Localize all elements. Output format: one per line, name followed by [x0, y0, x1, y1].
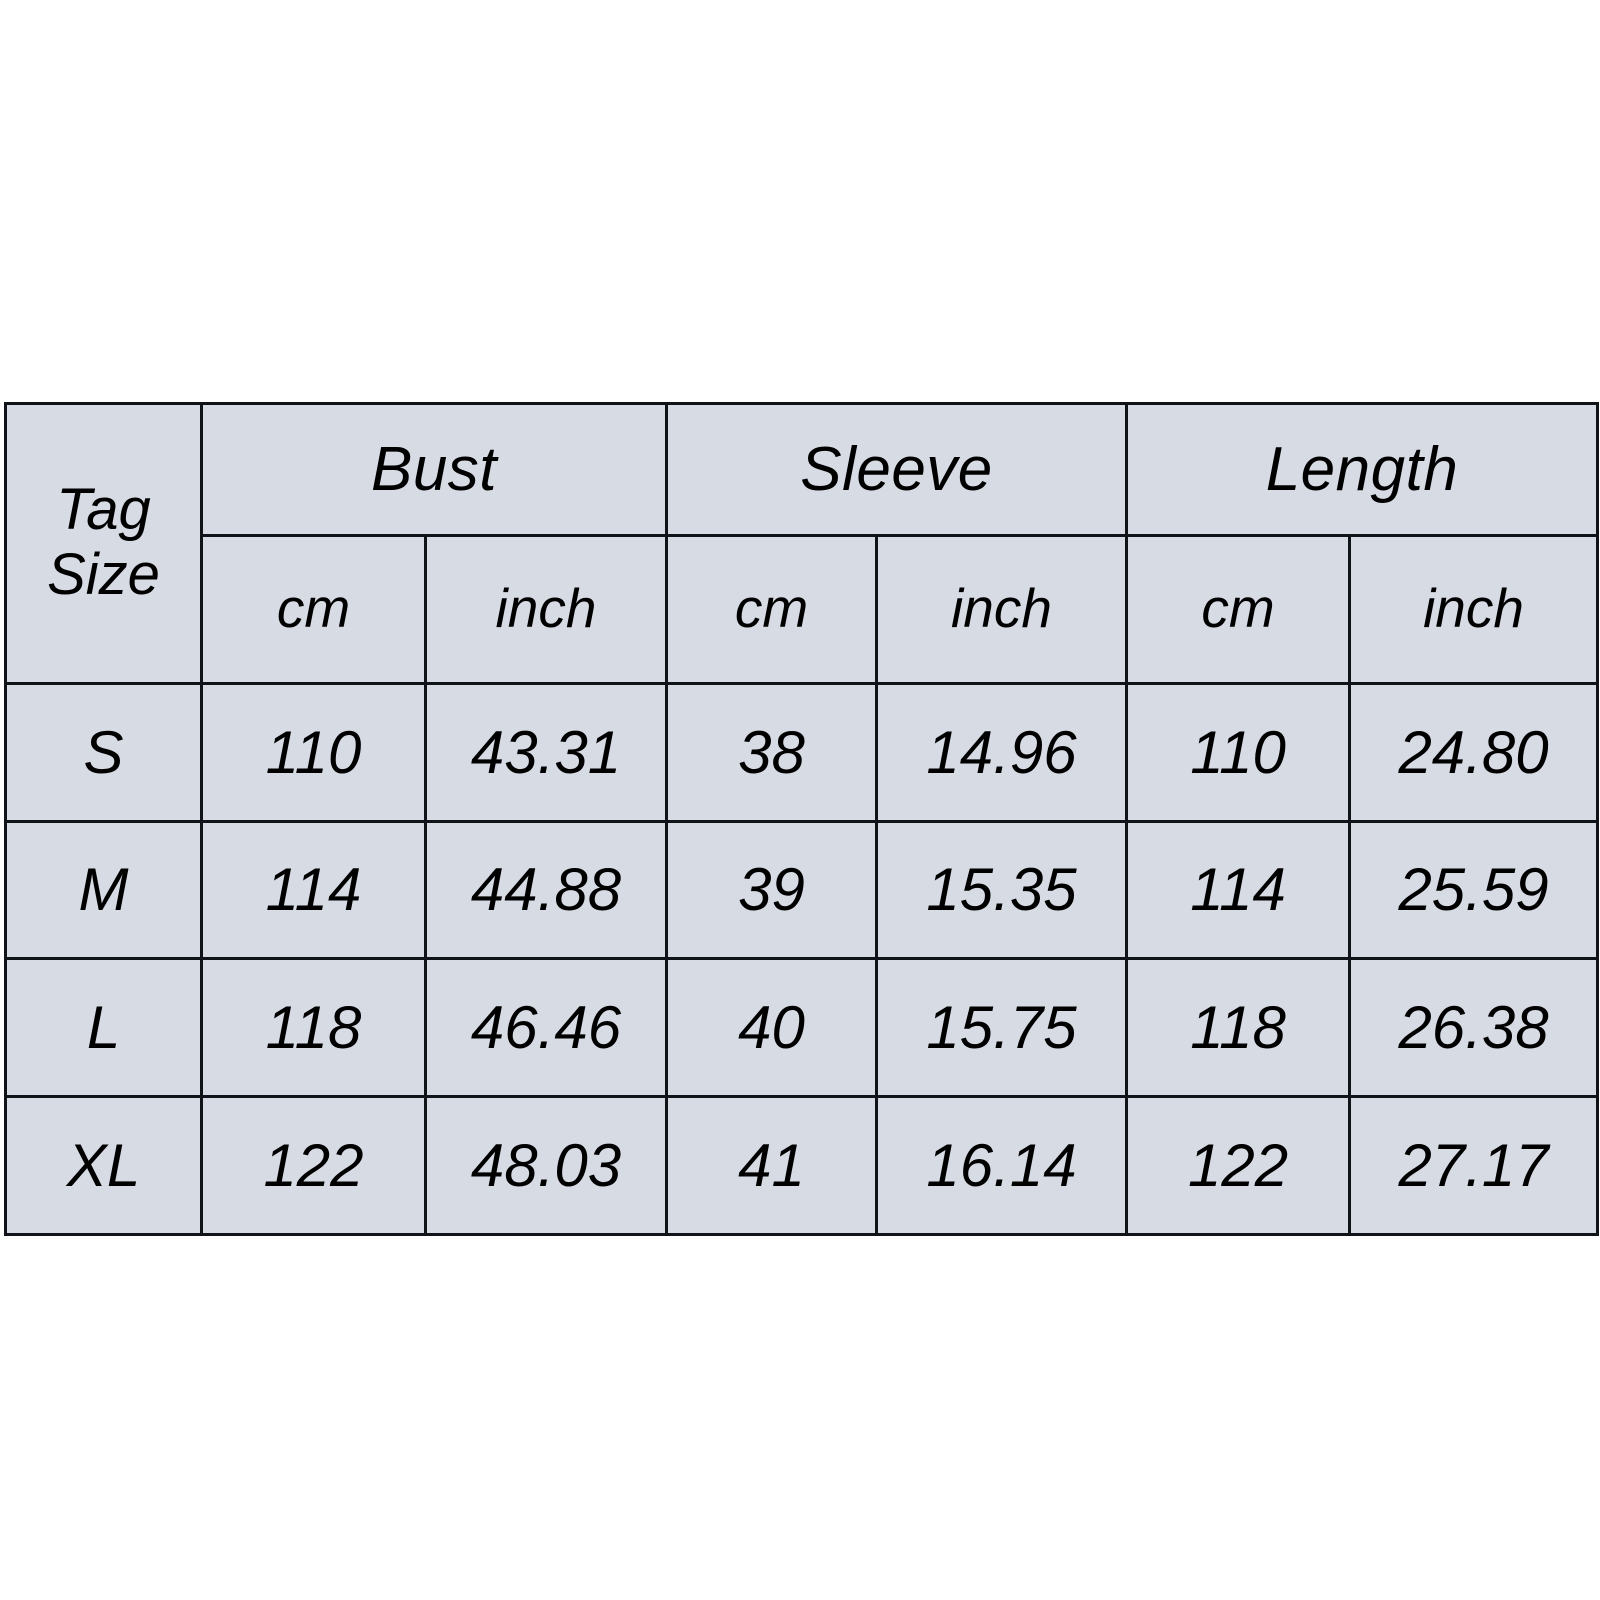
- cell-bust-cm: 110: [200, 681, 427, 823]
- table-row: S 110 43.31 38 14.96 110 24.80: [4, 681, 1600, 823]
- cell-bust-inch: 43.31: [424, 681, 668, 823]
- size-chart-table: Tag Size Bust Sleeve Length cm inch cm i…: [4, 402, 1600, 1236]
- header-unit-length-inch: inch: [1348, 533, 1600, 685]
- header-group-sleeve: Sleeve: [664, 402, 1129, 537]
- size-chart-container: Tag Size Bust Sleeve Length cm inch cm i…: [4, 402, 1600, 1236]
- header-tag-size-line1: Tag: [56, 477, 151, 543]
- header-unit-sleeve-inch: inch: [874, 533, 1129, 685]
- header-units-row: cm inch cm inch cm inch: [6, 533, 1600, 685]
- cell-length-inch: 26.38: [1348, 957, 1600, 1099]
- header-tag-size-line2: Size: [47, 542, 160, 608]
- cell-sleeve-cm: 41: [665, 1095, 878, 1236]
- table-row: M 114 44.88 39 15.35 114 25.59: [4, 819, 1600, 961]
- cell-sleeve-inch: 15.35: [874, 819, 1129, 961]
- cell-sleeve-cm: 39: [665, 819, 878, 961]
- cell-length-inch: 24.80: [1348, 681, 1600, 823]
- table-row: XL 122 48.03 41 16.14 122 27.17: [4, 1095, 1600, 1236]
- cell-size: M: [4, 819, 203, 961]
- header-unit-bust-cm: cm: [200, 533, 427, 685]
- cell-size: L: [4, 957, 203, 1099]
- cell-size: S: [4, 681, 203, 823]
- header-unit-sleeve-cm: cm: [665, 533, 878, 685]
- header-tag-size: Tag Size: [4, 402, 203, 685]
- cell-length-cm: 110: [1125, 681, 1352, 823]
- cell-sleeve-inch: 15.75: [874, 957, 1129, 1099]
- cell-sleeve-cm: 40: [665, 957, 878, 1099]
- header-unit-bust-inch: inch: [424, 533, 668, 685]
- cell-sleeve-inch: 14.96: [874, 681, 1129, 823]
- cell-sleeve-inch: 16.14: [874, 1095, 1129, 1236]
- cell-bust-inch: 46.46: [424, 957, 668, 1099]
- cell-bust-cm: 118: [200, 957, 427, 1099]
- header-unit-length-cm: cm: [1125, 533, 1352, 685]
- header-group-length: Length: [1125, 402, 1600, 537]
- cell-bust-inch: 48.03: [424, 1095, 668, 1236]
- cell-bust-cm: 114: [200, 819, 427, 961]
- cell-size: XL: [4, 1095, 203, 1236]
- header-group-row: Tag Size Bust Sleeve Length: [4, 402, 1600, 685]
- cell-length-cm: 122: [1125, 1095, 1352, 1236]
- cell-sleeve-cm: 38: [665, 681, 878, 823]
- cell-length-inch: 27.17: [1348, 1095, 1600, 1236]
- header-group-bust: Bust: [200, 402, 668, 537]
- cell-length-cm: 118: [1125, 957, 1352, 1099]
- cell-bust-inch: 44.88: [424, 819, 668, 961]
- cell-length-inch: 25.59: [1348, 819, 1600, 961]
- cell-bust-cm: 122: [200, 1095, 427, 1236]
- table-row: L 118 46.46 40 15.75 118 26.38: [4, 957, 1600, 1099]
- cell-length-cm: 114: [1125, 819, 1352, 961]
